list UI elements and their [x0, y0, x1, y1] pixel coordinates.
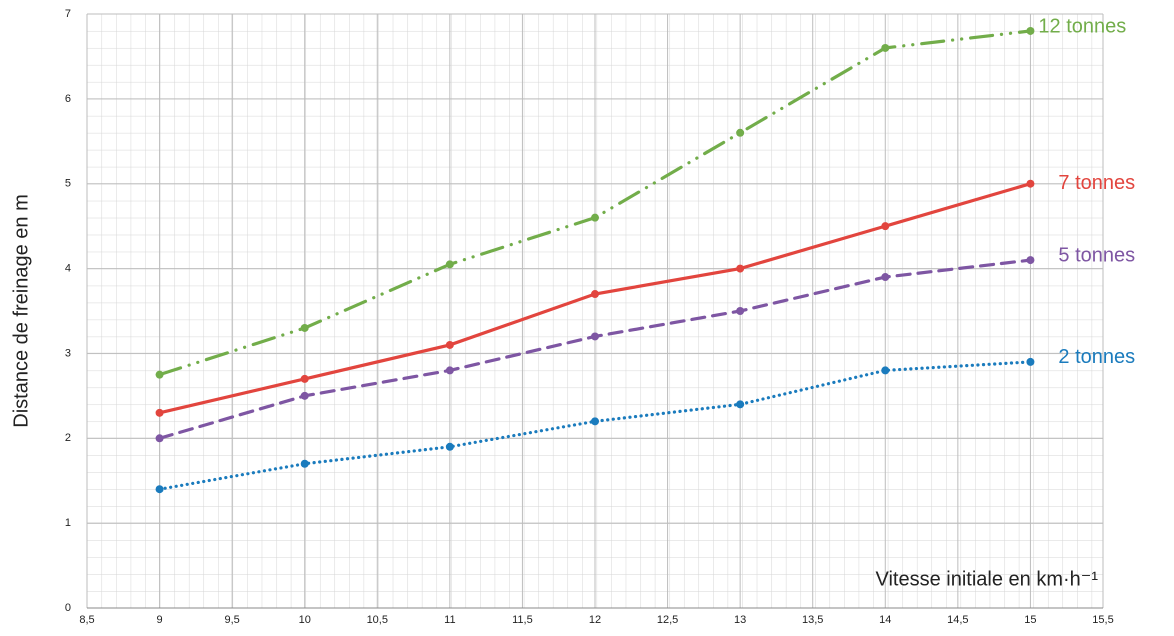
x-tick-label: 8,5 [79, 614, 94, 626]
y-tick-label: 2 [65, 432, 71, 444]
series-label: 7 tonnes [1058, 172, 1135, 194]
data-point [736, 128, 745, 137]
data-point [591, 417, 599, 426]
data-point [445, 366, 454, 375]
data-point [155, 370, 164, 379]
x-tick-label: 12,5 [657, 614, 678, 626]
data-point [1026, 256, 1035, 265]
data-point [736, 264, 745, 273]
x-tick-label: 12 [589, 614, 601, 626]
x-tick-label: 9 [157, 614, 163, 626]
x-tick-label: 13 [734, 614, 746, 626]
data-point [1026, 179, 1035, 188]
x-tick-label: 10 [299, 614, 311, 626]
data-point [736, 307, 745, 315]
y-tick-label: 6 [65, 93, 71, 105]
series-label: 5 tonnes [1058, 244, 1135, 266]
data-point [155, 485, 164, 494]
x-tick-label: 14 [879, 614, 891, 626]
series-label: 12 tonnes [1038, 15, 1126, 37]
x-tick-label: 10,5 [367, 614, 388, 626]
data-point [881, 273, 890, 282]
data-point [591, 332, 599, 341]
grid: 8,5 9 9,5 10 10,5 11 11,5 12 12,5 13 13,5 14 14,5 15 1… [65, 8, 1114, 626]
y-axis-label: Distance de freinage en m [10, 194, 32, 427]
y-tick-label: 4 [65, 262, 71, 274]
data-point [445, 340, 454, 349]
data-point [300, 459, 309, 468]
x-tick-label: 15,5 [1092, 614, 1113, 626]
x-tick-label: 15 [1024, 614, 1036, 626]
data-point [881, 366, 890, 375]
data-point [155, 408, 164, 417]
data-point [300, 374, 309, 383]
y-tick-label: 7 [65, 8, 71, 20]
data-point [736, 400, 745, 409]
x-tick-label: 11 [444, 614, 455, 626]
data-point [1026, 26, 1035, 35]
x-axis-label: Vitesse initiale en km·h⁻¹ [876, 568, 1099, 590]
x-tick-label: 13,5 [802, 614, 823, 626]
data-point [445, 260, 454, 269]
lines: 2 tonnes 5 tonnes 7 tonnes 12 tonnes [155, 15, 1135, 494]
data-point [300, 323, 309, 332]
data-point [881, 222, 890, 231]
data-point [881, 43, 890, 52]
data-point [445, 442, 454, 451]
data-point [155, 434, 164, 443]
series-label: 2 tonnes [1058, 346, 1135, 368]
data-point [1026, 357, 1035, 366]
x-tick-label: 14,5 [947, 614, 968, 626]
y-tick-label: 1 [65, 517, 71, 529]
x-tick-label: 9,5 [224, 614, 239, 626]
y-tick-label: 5 [65, 178, 71, 190]
data-point [300, 391, 309, 400]
y-tick-label: 3 [65, 347, 71, 359]
data-point [591, 290, 599, 299]
data-point [591, 213, 599, 222]
x-tick-label: 11,5 [512, 614, 533, 626]
y-tick-label: 0 [65, 602, 71, 614]
